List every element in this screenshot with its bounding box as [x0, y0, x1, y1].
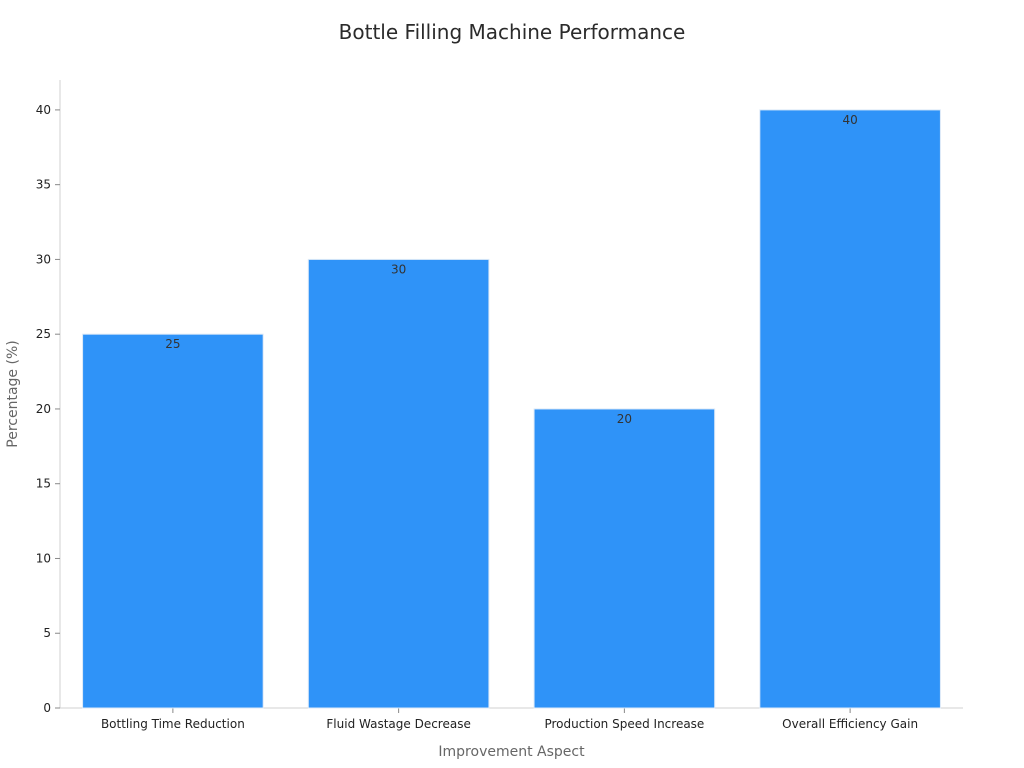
bars — [82, 109, 941, 709]
bar-value-label: 25 — [165, 337, 180, 351]
chart-title: Bottle Filling Machine Performance — [338, 20, 686, 44]
y-tick-label: 0 — [43, 701, 51, 715]
y-tick-label: 35 — [36, 178, 51, 192]
bar-value-label: 30 — [391, 262, 406, 276]
bar-value-label: 20 — [617, 412, 632, 426]
bar — [307, 258, 490, 709]
y-tick-label: 20 — [36, 402, 51, 416]
y-tick-label: 10 — [36, 551, 51, 565]
y-axis-title: Percentage (%) — [5, 340, 21, 447]
data-labels: 25 30 20 40 — [165, 113, 858, 426]
x-tick-label: Production Speed Increase — [544, 717, 704, 731]
y-tick-label: 30 — [36, 252, 51, 266]
bar — [533, 408, 716, 709]
x-tick-label: Overall Efficiency Gain — [782, 717, 918, 731]
y-tick-label: 40 — [36, 103, 51, 117]
x-tick-label: Fluid Wastage Decrease — [326, 717, 470, 731]
bar-value-label: 40 — [842, 113, 857, 127]
y-tick-label: 5 — [43, 626, 51, 640]
y-tick-label: 15 — [36, 477, 51, 491]
bar — [759, 109, 941, 709]
axes: 0 5 10 15 20 25 30 35 40 Bottling Time Reduction F… — [36, 80, 963, 731]
y-tick-label: 25 — [36, 327, 51, 341]
bar — [82, 333, 264, 709]
x-tick-label: Bottling Time Reduction — [101, 717, 245, 731]
x-axis-title: Improvement Aspect — [438, 744, 585, 760]
